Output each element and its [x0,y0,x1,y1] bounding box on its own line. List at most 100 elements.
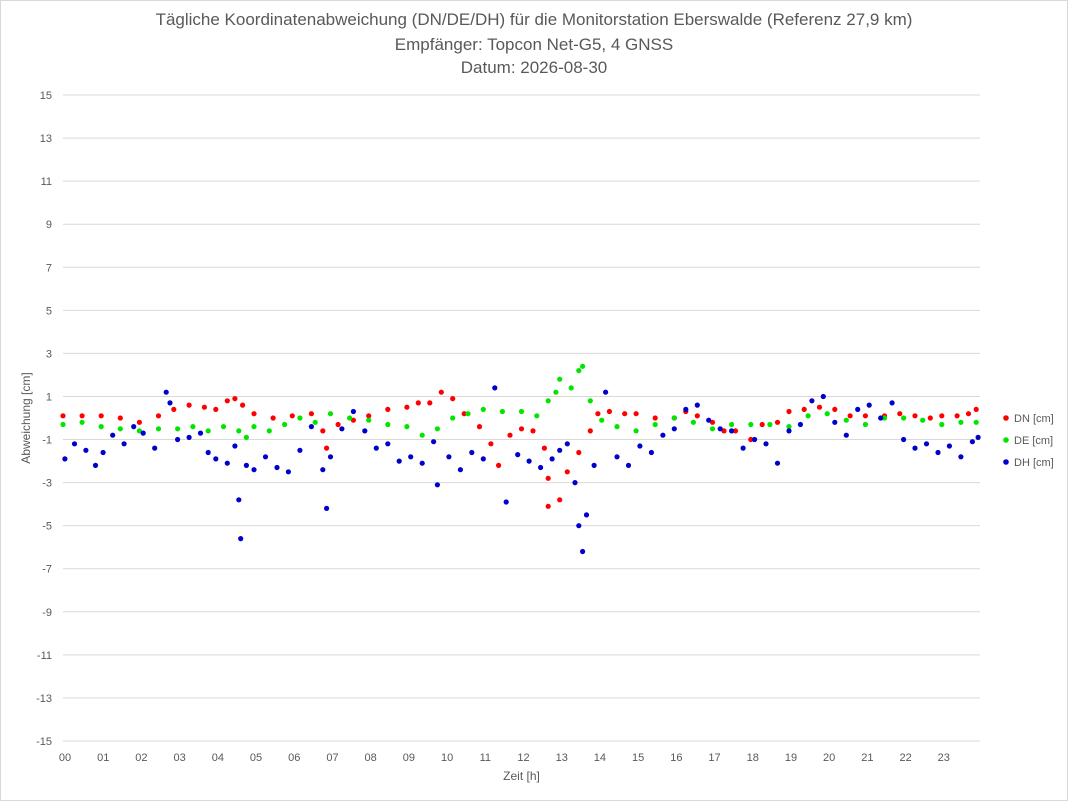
data-point [606,408,613,415]
x-tick-label: 16 [670,752,682,764]
data-point [935,449,941,456]
data-point [912,413,918,419]
data-point [404,424,410,430]
data-point [186,402,192,408]
data-point [652,415,658,421]
data-point [786,428,792,434]
data-point [897,411,903,417]
data-point [251,411,257,417]
data-point [568,385,574,391]
data-point [404,404,410,410]
data-point [862,421,869,428]
legend-label: DH [cm] [1014,457,1054,469]
data-point [515,452,521,458]
y-tick-label: -3 [42,478,52,490]
data-point [350,408,356,415]
data-point [637,443,643,449]
data-point [415,400,421,406]
data-point [534,413,540,419]
data-point [503,499,509,505]
data-point [117,415,123,421]
data-point [729,421,735,428]
data-point [975,434,981,440]
y-tick-label: 5 [46,305,52,317]
data-point [213,456,219,462]
data-point [385,441,391,447]
data-point [60,421,66,428]
data-point [652,421,658,428]
data-point [366,417,372,423]
x-tick-label: 09 [403,752,415,764]
data-point [98,413,104,419]
x-tick-label: 11 [480,752,491,764]
data-point [308,424,314,430]
data-point [763,441,769,447]
data-point [721,428,727,434]
x-tick-label: 08 [365,752,377,764]
data-point [110,432,116,438]
data-point [71,441,78,447]
data-point [965,411,972,417]
data-point [774,419,781,425]
data-point [729,428,735,434]
data-point [576,523,582,529]
x-tick-label: 15 [632,752,644,764]
x-tick-label: 12 [517,752,529,764]
data-point [262,454,269,460]
data-point [396,458,402,464]
data-points [60,363,981,555]
data-point [419,432,425,438]
data-point [939,413,945,419]
data-point [622,411,628,417]
data-point [946,443,953,449]
legend-marker [1003,459,1009,465]
data-point [427,400,433,406]
data-point [136,419,142,425]
x-axis-title: Zeit [h] [503,769,540,783]
data-point [671,426,677,432]
data-point [878,415,884,421]
data-point [408,454,414,460]
data-point [614,424,620,430]
data-point [297,447,303,453]
data-point [465,411,471,417]
data-point [186,434,192,440]
x-tick-label: 14 [594,752,606,764]
data-point [324,505,330,511]
data-point [274,464,280,471]
data-point [545,398,551,404]
data-point [270,415,276,421]
legend-label: DN [cm] [1014,413,1054,425]
data-point [243,434,249,440]
data-point [759,421,765,428]
x-tick-label: 18 [747,752,759,764]
data-point [809,398,815,404]
data-point [572,480,578,486]
data-point [175,436,181,443]
data-point [553,389,559,395]
x-tick-label: 01 [97,752,109,764]
data-point [136,428,142,434]
data-point [832,419,838,425]
data-point [438,389,444,395]
data-point [492,385,498,391]
data-point [197,430,204,436]
legend-marker [1003,415,1009,421]
data-point [832,406,838,412]
data-point [450,415,456,421]
data-point [969,439,976,445]
data-point [740,445,746,451]
data-point [576,368,582,374]
data-point [152,445,158,451]
data-point [224,460,230,466]
data-point [820,393,826,400]
data-point [518,426,525,432]
chart-title: Tägliche Koordinatenabweichung (DN/DE/DH… [155,10,913,29]
data-point [488,441,494,447]
legend-label: DE [cm] [1014,435,1053,447]
data-point [205,449,211,456]
data-point [457,467,463,473]
y-tick-label: -11 [37,650,52,662]
data-point [683,406,689,412]
data-point [954,413,960,419]
